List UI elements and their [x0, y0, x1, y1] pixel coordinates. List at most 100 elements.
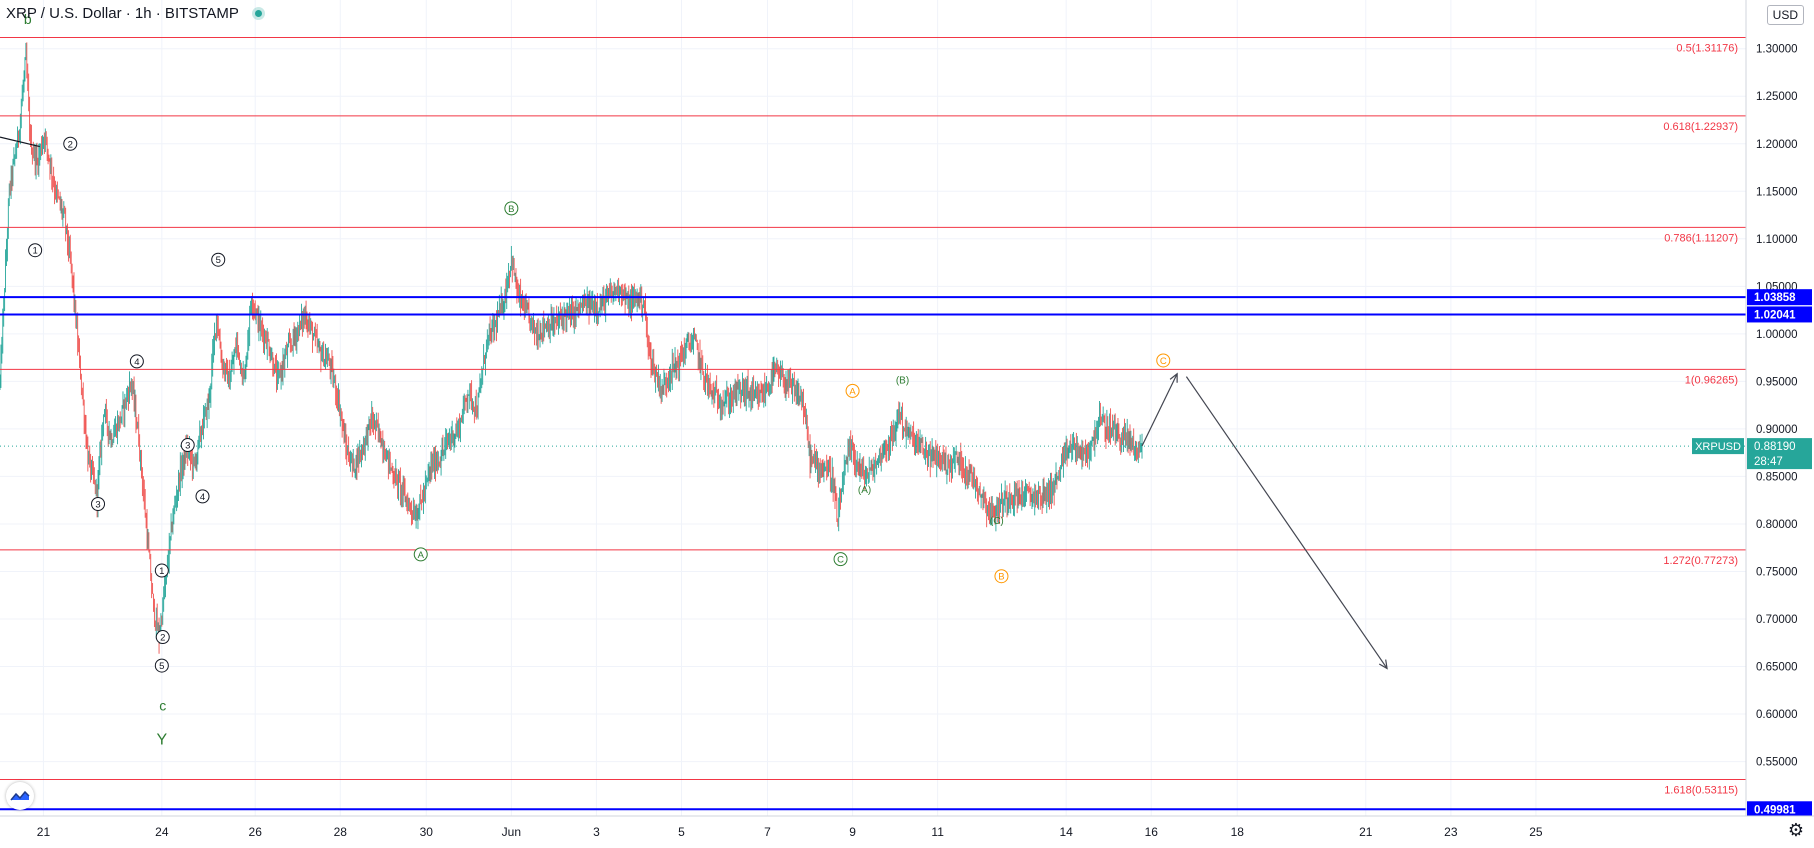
- wave-label[interactable]: B: [994, 569, 1009, 584]
- time-tick-label: Jun: [502, 825, 521, 839]
- blue-price-tag-bg: [1747, 306, 1812, 323]
- wave-label[interactable]: (B): [896, 375, 909, 386]
- price-axis-bg: [1746, 0, 1814, 816]
- wave-label[interactable]: 4: [195, 489, 210, 504]
- wave-label[interactable]: b: [24, 11, 32, 27]
- time-tick-label: 9: [849, 825, 856, 839]
- blue-price-tag: 1.03858: [1754, 292, 1796, 304]
- wave-label-circle: [195, 489, 210, 504]
- wave-label-text: B: [998, 572, 1004, 583]
- forecast-up-arrowhead: [1169, 372, 1178, 383]
- wave-label[interactable]: B: [504, 201, 519, 216]
- wave-label-text: b: [24, 11, 32, 27]
- wave-label-text: 4: [134, 357, 139, 368]
- blue-price-tag: 0.49981: [1754, 804, 1796, 816]
- wave-label[interactable]: A: [845, 383, 860, 398]
- wave-label[interactable]: 4: [129, 354, 144, 369]
- wave-label[interactable]: C: [1156, 353, 1171, 368]
- wave-label-text: 2: [68, 139, 73, 150]
- price-tick-label: 0.85000: [1756, 471, 1798, 483]
- price-tick-label: 0.95000: [1756, 376, 1798, 388]
- fib-label: 1.618(0.53115): [1664, 784, 1738, 796]
- wave-label[interactable]: Y: [156, 732, 167, 749]
- wave-label-text: A: [418, 550, 425, 561]
- price-axis[interactable]: 1.300001.250001.200001.150001.100001.050…: [1745, 0, 1814, 818]
- time-tick-label: 21: [1359, 825, 1373, 839]
- wave-label[interactable]: 1: [28, 243, 43, 258]
- blue-price-tag: 1.02041: [1754, 309, 1796, 321]
- wave-label-circle: [91, 496, 106, 511]
- wave-label-text: 1: [159, 566, 164, 577]
- price-tick-label: 0.75000: [1756, 566, 1798, 578]
- wave-label[interactable]: (A): [858, 485, 871, 496]
- wave-label-circle: [413, 547, 428, 562]
- time-axis-bg: [0, 816, 1814, 848]
- time-tick-label: 5: [678, 825, 685, 839]
- wave-label-circle: [155, 630, 170, 645]
- wave-label-text: 3: [95, 499, 100, 510]
- wave-label[interactable]: 2: [155, 630, 170, 645]
- price-tick-label: 0.90000: [1756, 424, 1798, 436]
- wave-label-text: 5: [216, 255, 221, 266]
- currency-button[interactable]: USD: [1766, 5, 1804, 25]
- time-axis[interactable]: 21 24 26 28 30 Jun 3 5 7 9 11 14 16 18 21 23 25: [0, 815, 1814, 848]
- price-tick-label: 0.70000: [1756, 614, 1798, 626]
- price-tick-label: 0.55000: [1756, 757, 1798, 769]
- time-tick-label: 7: [764, 825, 771, 839]
- time-tick-label: 26: [249, 825, 263, 839]
- wave-labels: b 2 1 5 4 3 3 4 1 2 5 c Y B A C A (B) (A) (C) B C: [24, 11, 1171, 749]
- time-tick-label: 30: [420, 825, 434, 839]
- wave-label-circle: [211, 252, 226, 267]
- wave-label[interactable]: 3: [91, 496, 106, 511]
- wave-label-text: 5: [159, 661, 164, 672]
- wave-label-text: 2: [160, 633, 165, 644]
- blue-price-tag-bg: [1747, 801, 1812, 818]
- forecast-down-line[interactable]: [1185, 376, 1388, 669]
- time-tick-label: 28: [334, 825, 348, 839]
- last-price-tag-bg: [1747, 438, 1812, 470]
- fib-label: 0.5(1.31176): [1676, 43, 1738, 55]
- forecast-up-line[interactable]: [1141, 373, 1178, 447]
- last-price-tag: 0.88190: [1754, 441, 1796, 453]
- wave-label[interactable]: 5: [154, 658, 169, 673]
- time-tick-label: 16: [1145, 825, 1159, 839]
- time-tick-label: 14: [1059, 825, 1073, 839]
- wave-label[interactable]: 1: [154, 563, 169, 578]
- symbol-tag: XRPUSD: [1695, 441, 1741, 453]
- wave-label[interactable]: 5: [211, 252, 226, 267]
- settings-gear-icon[interactable]: ⚙: [1787, 820, 1804, 840]
- wave-label-text: C: [837, 555, 844, 566]
- wave-label-circle: [28, 243, 43, 258]
- wave-label-text: c: [159, 697, 166, 713]
- wave-label[interactable]: 3: [180, 438, 195, 453]
- time-tick-label: 25: [1529, 825, 1543, 839]
- symbol-title[interactable]: XRP / U.S. Dollar · 1h · BITSTAMP: [6, 5, 239, 22]
- price-tick-label: 1.30000: [1756, 44, 1798, 56]
- tradingview-logo-icon[interactable]: [6, 782, 34, 810]
- wave-label-text: Y: [156, 732, 167, 749]
- forecast-path[interactable]: [1141, 372, 1388, 670]
- time-tick-label: 11: [931, 825, 944, 839]
- wave-label-text: 3: [185, 441, 190, 452]
- wave-label-text: 1: [32, 246, 37, 257]
- price-tick-label: 0.60000: [1756, 709, 1798, 721]
- fib-label: 1(0.96265): [1685, 374, 1738, 386]
- wave-label-circle: [180, 438, 195, 453]
- support-resistance-lines: [0, 296, 1746, 811]
- time-tick-label: 21: [37, 825, 51, 839]
- wave-label-text: (A): [858, 485, 871, 496]
- fib-levels: 0.5(1.31176) 0.618(1.22937) 0.786(1.11207)…: [0, 37, 1746, 796]
- wave-label[interactable]: c: [159, 697, 166, 713]
- wave-label-circle: [154, 563, 169, 578]
- time-tick-label: 3: [593, 825, 600, 839]
- wave-label[interactable]: (C): [990, 516, 1004, 527]
- wave-label-text: A: [849, 386, 856, 397]
- wave-label[interactable]: C: [833, 552, 848, 567]
- wave-label[interactable]: A: [413, 547, 428, 562]
- wave-label-circle: [129, 354, 144, 369]
- wave-label[interactable]: 2: [63, 136, 78, 151]
- forecast-down-arrowhead: [1378, 659, 1388, 670]
- trend-line[interactable]: [0, 136, 40, 148]
